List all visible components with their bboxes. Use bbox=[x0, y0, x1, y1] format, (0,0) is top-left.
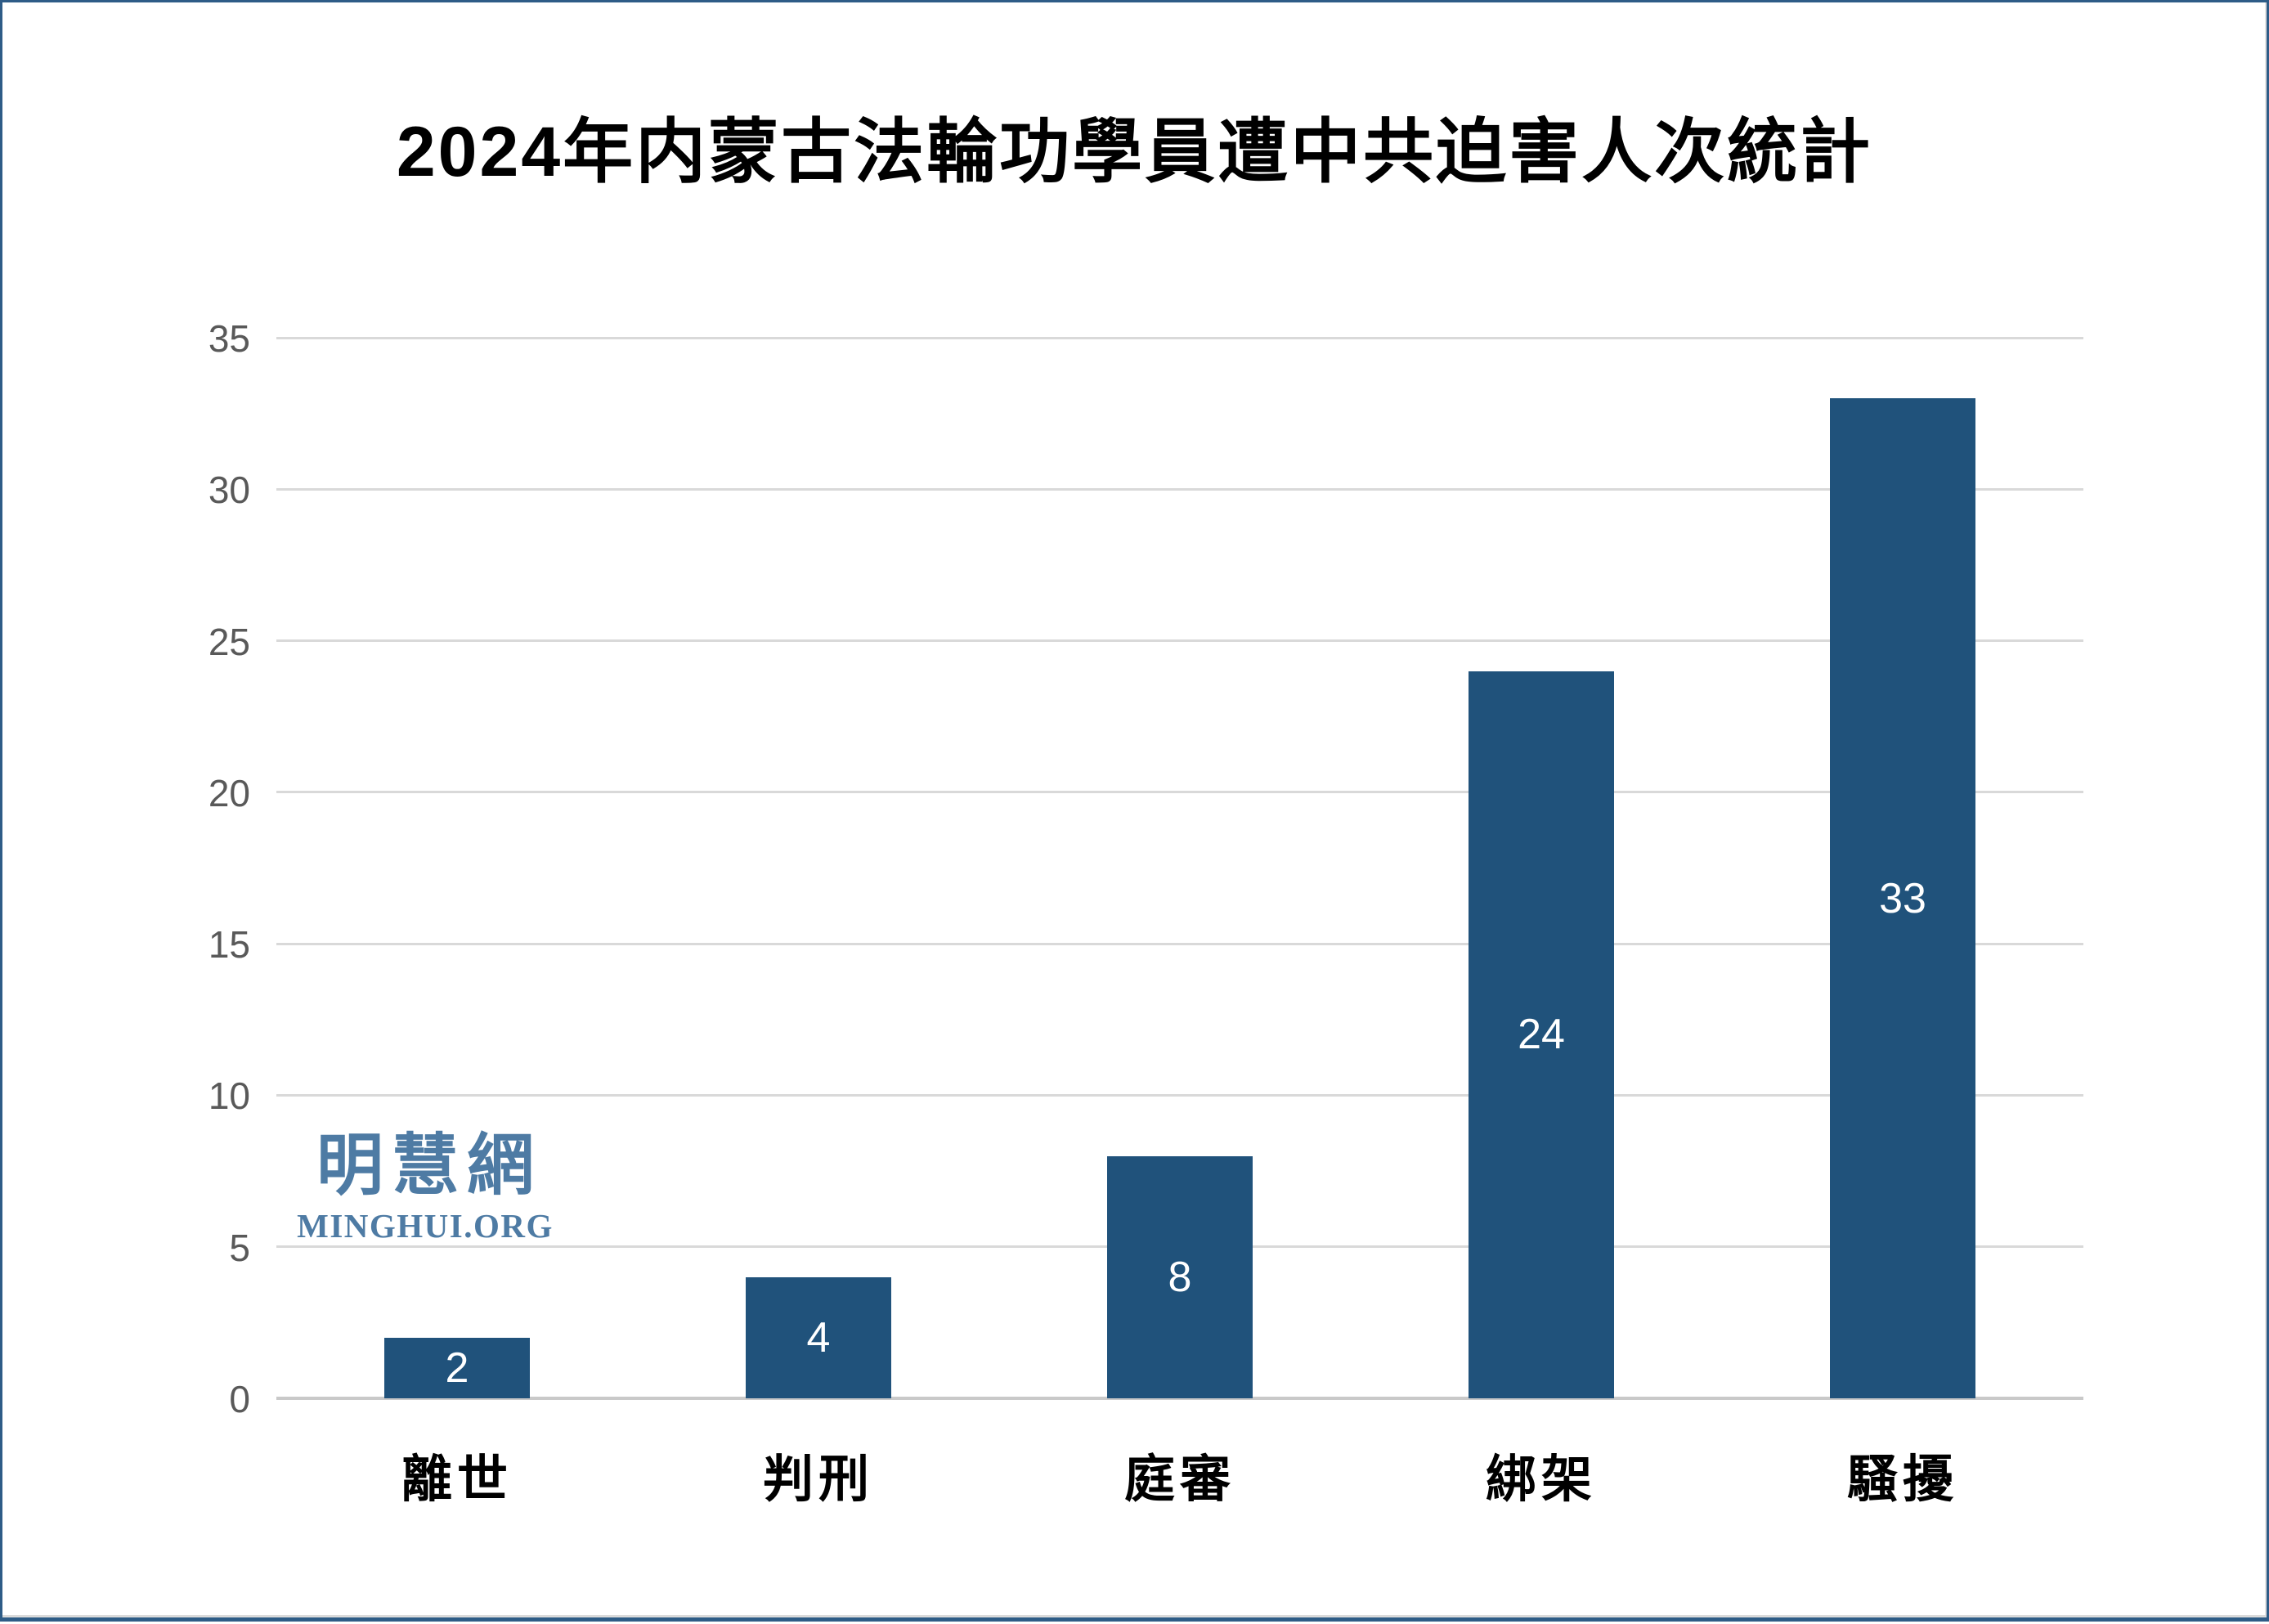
gridline bbox=[276, 791, 2083, 794]
bar-判刑: 4 bbox=[746, 1276, 891, 1398]
bar-value-label: 8 bbox=[1168, 1253, 1192, 1301]
bar-value-label: 2 bbox=[445, 1344, 469, 1392]
bar-綁架: 24 bbox=[1469, 671, 1614, 1398]
x-category-label: 騷擾 bbox=[1846, 1451, 1958, 1508]
gridline bbox=[276, 336, 2083, 339]
bar-value-label: 24 bbox=[1518, 1011, 1565, 1059]
x-category-label: 離世 bbox=[401, 1451, 513, 1508]
bar-value-label: 33 bbox=[1879, 874, 1926, 922]
gridline bbox=[276, 942, 2083, 945]
y-tick-label: 30 bbox=[208, 469, 250, 512]
y-tick-label: 35 bbox=[208, 317, 250, 360]
x-axis-line bbox=[276, 1397, 2083, 1400]
bar-value-label: 4 bbox=[806, 1313, 831, 1362]
y-tick-label: 25 bbox=[208, 620, 250, 663]
bar-庭審: 8 bbox=[1107, 1155, 1253, 1398]
y-tick-label: 0 bbox=[229, 1378, 250, 1420]
x-category-label: 判刑 bbox=[762, 1451, 874, 1508]
x-category-label: 綁架 bbox=[1485, 1451, 1597, 1508]
minghui-logo-zh: 明慧網 bbox=[316, 1128, 542, 1203]
bar-騷擾: 33 bbox=[1830, 398, 1975, 1398]
y-tick-label: 20 bbox=[208, 771, 250, 814]
bar-離世: 2 bbox=[384, 1337, 530, 1398]
y-tick-label: 15 bbox=[208, 923, 250, 967]
x-category-label: 庭審 bbox=[1123, 1451, 1235, 1508]
minghui-logo-en: MINGHUI.ORG bbox=[297, 1207, 554, 1245]
gridline bbox=[276, 487, 2083, 491]
y-tick-label: 10 bbox=[208, 1074, 250, 1118]
minghui-watermark: 明慧網 MINGHUI.ORG bbox=[290, 1133, 560, 1243]
gridline bbox=[276, 1093, 2083, 1097]
chart-title: 2024年内蒙古法輪功學員遭中共迫害人次統計 bbox=[396, 113, 1873, 191]
y-tick-label: 5 bbox=[229, 1226, 250, 1269]
gridline bbox=[276, 639, 2083, 643]
